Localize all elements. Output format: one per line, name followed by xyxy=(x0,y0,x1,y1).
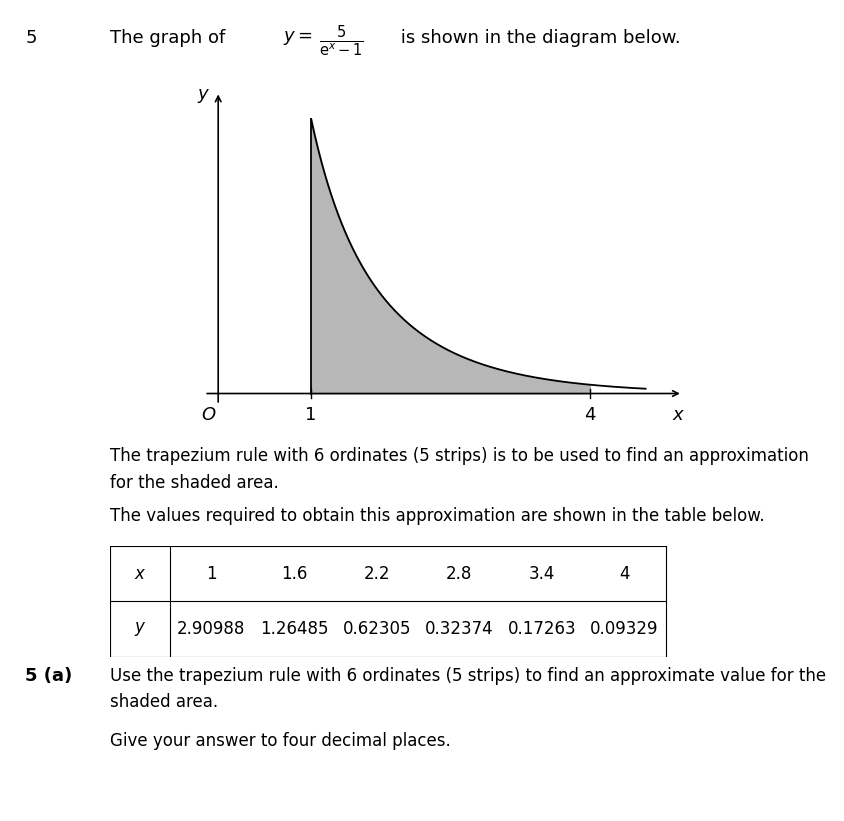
Text: 0.09329: 0.09329 xyxy=(590,620,659,638)
Text: 0.32374: 0.32374 xyxy=(425,620,494,638)
Text: 1: 1 xyxy=(206,565,217,583)
Text: $x$: $x$ xyxy=(133,565,146,583)
Text: shaded area.: shaded area. xyxy=(110,693,218,711)
Text: 0.17263: 0.17263 xyxy=(507,620,576,638)
Text: 1.26485: 1.26485 xyxy=(260,620,328,638)
Text: The graph of: The graph of xyxy=(110,29,236,47)
Text: is shown in the diagram below.: is shown in the diagram below. xyxy=(395,29,680,47)
Text: $y=$: $y=$ xyxy=(283,29,312,47)
Text: 1: 1 xyxy=(306,406,316,424)
Text: $O$: $O$ xyxy=(201,406,217,424)
Text: $x$: $x$ xyxy=(672,406,684,424)
Text: $\frac{5}{\mathrm{e}^{x}-1}$: $\frac{5}{\mathrm{e}^{x}-1}$ xyxy=(319,24,364,59)
Text: 2.90988: 2.90988 xyxy=(177,620,246,638)
Text: Give your answer to four decimal places.: Give your answer to four decimal places. xyxy=(110,732,451,750)
Text: $y$: $y$ xyxy=(197,87,210,105)
Text: The values required to obtain this approximation are shown in the table below.: The values required to obtain this appro… xyxy=(110,507,765,525)
Text: 0.62305: 0.62305 xyxy=(343,620,411,638)
Text: 5: 5 xyxy=(25,29,37,47)
Text: 4: 4 xyxy=(584,406,596,424)
Text: 4: 4 xyxy=(619,565,630,583)
Text: 5 (a): 5 (a) xyxy=(25,667,73,685)
Text: 1.6: 1.6 xyxy=(281,565,307,583)
Text: for the shaded area.: for the shaded area. xyxy=(110,474,279,492)
Text: 3.4: 3.4 xyxy=(528,565,555,583)
Text: The trapezium rule with 6 ordinates (5 strips) is to be used to find an approxim: The trapezium rule with 6 ordinates (5 s… xyxy=(110,447,809,466)
Text: 2.8: 2.8 xyxy=(446,565,473,583)
Text: $y$: $y$ xyxy=(133,620,146,638)
Text: Use the trapezium rule with 6 ordinates (5 strips) to find an approximate value : Use the trapezium rule with 6 ordinates … xyxy=(110,667,825,685)
Text: 2.2: 2.2 xyxy=(364,565,390,583)
